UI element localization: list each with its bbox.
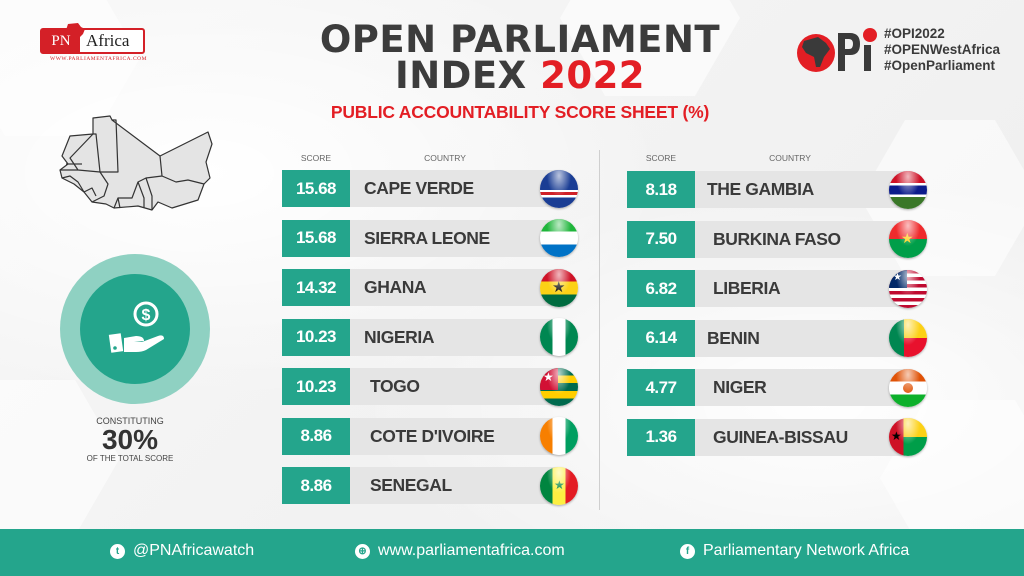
constituting-label: CONSTITUTING — [96, 416, 164, 426]
footer: t @PNAfricawatch ⊕ www.parliamentafrica.… — [0, 529, 1024, 576]
country-name: COTE D'IVOIRE — [350, 417, 560, 455]
header-country: COUNTRY — [424, 153, 466, 163]
score-value: 6.14 — [627, 319, 695, 357]
twitter-icon: t — [110, 543, 125, 559]
table-row: 7.50 BURKINA FASO ★ — [627, 220, 927, 258]
score-table-left: SCORE COUNTRY 15.68 CAPE VERDE 15.68 SIE… — [282, 148, 578, 517]
hashtag: #OpenParliament — [884, 58, 996, 73]
badge-inner: $ — [80, 274, 190, 384]
score-value: 1.36 — [627, 418, 695, 456]
website-link[interactable]: ⊕ www.parliamentafrica.com — [355, 542, 565, 560]
score-value: 8.86 — [282, 417, 350, 455]
hashtags: #OPI2022 #OPENWestAfrica #OpenParliament — [884, 26, 1000, 74]
country-name: SENEGAL — [350, 467, 560, 504]
score-value: 15.68 — [282, 170, 350, 207]
score-table-right: SCORE COUNTRY 8.18 THE GAMBIA 7.50 BURKI… — [627, 148, 927, 468]
table-header: SCORE COUNTRY — [627, 148, 905, 168]
country-name: TOGO — [350, 368, 560, 405]
header-country: COUNTRY — [769, 153, 811, 163]
country-name: LIBERIA — [695, 270, 905, 307]
flag-sierra-leone-icon — [540, 219, 578, 257]
page-title: OPEN PARLIAMENT INDEX 2022 PUBLIC ACCOUN… — [300, 18, 740, 123]
table-row: 15.68 SIERRA LEONE — [282, 219, 578, 257]
table-row: 8.86 SENEGAL ★ — [282, 466, 578, 505]
flag-burkina-faso-icon: ★ — [889, 220, 927, 258]
score-weight: CONSTITUTING 30% OF THE TOTAL SCORE — [60, 416, 200, 463]
table-row: 14.32 GHANA ★ — [282, 268, 578, 307]
opi-logo-icon — [797, 28, 877, 72]
flag-cape-verde-icon — [540, 169, 578, 208]
facebook-link[interactable]: f Parliamentary Network Africa — [680, 542, 909, 560]
header-score: SCORE — [300, 153, 332, 163]
table-row: 6.82 LIBERIA ★ — [627, 269, 927, 308]
country-name: GUINEA-BISSAU — [695, 418, 905, 456]
table-row: 6.14 BENIN — [627, 319, 927, 357]
score-value: 10.23 — [282, 318, 350, 356]
flag-niger-icon — [889, 368, 927, 407]
country-name: NIGERIA — [350, 318, 560, 356]
table-row: 10.23 NIGERIA — [282, 318, 578, 356]
score-value: 14.32 — [282, 269, 350, 306]
hashtag: #OPENWestAfrica — [884, 42, 1001, 57]
flag-togo-icon: ★ — [540, 367, 578, 406]
accountability-badge: $ — [60, 254, 210, 404]
table-row: 8.86 COTE D'IVOIRE — [282, 417, 578, 455]
title-line-1: OPEN PARLIAMENT — [319, 18, 721, 61]
score-value: 8.18 — [627, 171, 695, 208]
score-value: 6.82 — [627, 270, 695, 307]
opi-logo: #OPI2022 #OPENWestAfrica #OpenParliament — [796, 26, 1000, 74]
column-divider — [599, 150, 600, 510]
weight-percent: 30% — [101, 424, 159, 455]
flag-guinea-bissau-icon: ★ — [889, 418, 927, 456]
country-name: BENIN — [695, 319, 905, 357]
table-row: 4.77 NIGER — [627, 368, 927, 407]
table-row: 1.36 GUINEA-BISSAU ★ — [627, 418, 927, 456]
facebook-icon: f — [680, 543, 695, 559]
country-name: GHANA — [350, 269, 560, 306]
svg-text:$: $ — [142, 307, 151, 324]
twitter-handle: @PNAfricawatch — [133, 542, 255, 559]
flag-benin-icon — [889, 319, 927, 357]
hashtag: #OPI2022 — [884, 26, 945, 41]
table-header: SCORE COUNTRY — [282, 148, 560, 168]
west-africa-map — [59, 115, 213, 211]
country-name: CAPE VERDE — [350, 170, 560, 207]
flag-liberia-icon: ★ — [889, 269, 927, 308]
pn-africa-logo: PN Africa WWW.PARLIAMENTAFRICA.COM — [40, 23, 148, 62]
country-name: THE GAMBIA — [695, 171, 905, 208]
score-value: 10.23 — [282, 368, 350, 405]
title-line-2: INDEX 2022 — [300, 57, 740, 94]
table-row: 8.18 THE GAMBIA — [627, 170, 927, 209]
facebook-page: Parliamentary Network Africa — [703, 542, 910, 559]
flag-nigeria-icon — [540, 318, 578, 356]
table-row: 15.68 CAPE VERDE — [282, 169, 578, 208]
globe-icon: ⊕ — [355, 543, 370, 559]
subtitle: PUBLIC ACCOUNTABILITY SCORE SHEET (%) — [330, 102, 710, 122]
title-year: 2022 — [540, 54, 646, 97]
country-name: SIERRA LEONE — [350, 219, 560, 257]
flag-ghana-icon: ★ — [540, 268, 578, 307]
title-index: INDEX — [394, 54, 527, 97]
score-value: 7.50 — [627, 220, 695, 258]
logo-url: WWW.PARLIAMENTAFRICA.COM — [50, 56, 148, 62]
score-value: 4.77 — [627, 369, 695, 406]
flag-gambia-icon — [889, 170, 927, 209]
header-score: SCORE — [645, 153, 677, 163]
money-hand-icon: $ — [108, 301, 164, 353]
score-value: 15.68 — [282, 219, 350, 257]
flag-cote-divoire-icon — [540, 417, 578, 455]
country-name: NIGER — [695, 369, 905, 406]
twitter-link[interactable]: t @PNAfricawatch — [110, 542, 254, 560]
flag-senegal-icon: ★ — [540, 466, 578, 505]
africa-text: Africa — [86, 31, 130, 50]
pn-text: PN — [42, 30, 80, 52]
country-name: BURKINA FASO — [695, 220, 905, 258]
table-row: 10.23 TOGO ★ — [282, 367, 578, 406]
score-value: 8.86 — [282, 467, 350, 504]
website-url: www.parliamentafrica.com — [378, 542, 565, 559]
africa-map-icon — [66, 23, 85, 43]
total-score-label: OF THE TOTAL SCORE — [86, 454, 174, 463]
